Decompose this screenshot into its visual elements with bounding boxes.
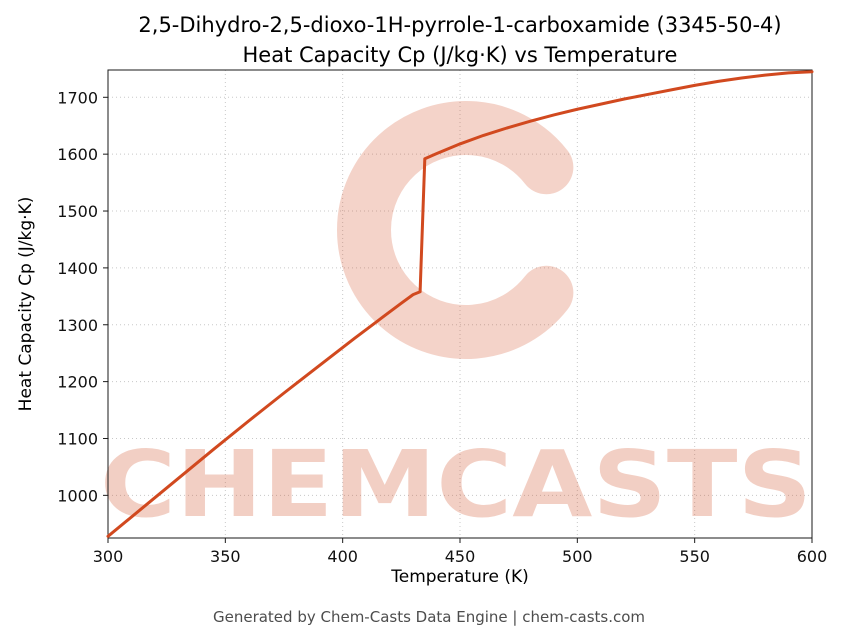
x-tick-label: 400 xyxy=(327,547,358,566)
chemcasts-logo-c-icon xyxy=(337,101,574,359)
chart-title-line2: Heat Capacity Cp (J/kg·K) vs Temperature xyxy=(242,43,678,67)
y-tick-label: 1500 xyxy=(57,202,98,221)
x-tick-label: 550 xyxy=(679,547,710,566)
y-tick-label: 1400 xyxy=(57,259,98,278)
y-tick-label: 1200 xyxy=(57,373,98,392)
x-tick-label: 300 xyxy=(93,547,124,566)
data-series-line xyxy=(106,70,814,538)
footer-credit: Generated by Chem-Casts Data Engine | ch… xyxy=(212,608,646,626)
y-tick-label: 1700 xyxy=(57,88,98,107)
y-tick-label: 1300 xyxy=(57,316,98,335)
x-tick-label: 600 xyxy=(797,547,828,566)
chemcasts-watermark-text: CHEMCASTS xyxy=(100,431,812,538)
chart-title: 2,5-Dihydro-2,5-dioxo-1H-pyrrole-1-carbo… xyxy=(138,10,781,70)
y-tick-label: 1000 xyxy=(57,486,98,505)
x-tick-label: 350 xyxy=(210,547,241,566)
x-axis-label: Temperature (K) xyxy=(391,567,529,587)
x-tick-label: 500 xyxy=(562,547,593,566)
x-tick-label: 450 xyxy=(445,547,476,566)
y-tick-label: 1600 xyxy=(57,145,98,164)
y-tick-label: 1100 xyxy=(57,429,98,448)
chart-title-line1: 2,5-Dihydro-2,5-dioxo-1H-pyrrole-1-carbo… xyxy=(138,13,782,37)
